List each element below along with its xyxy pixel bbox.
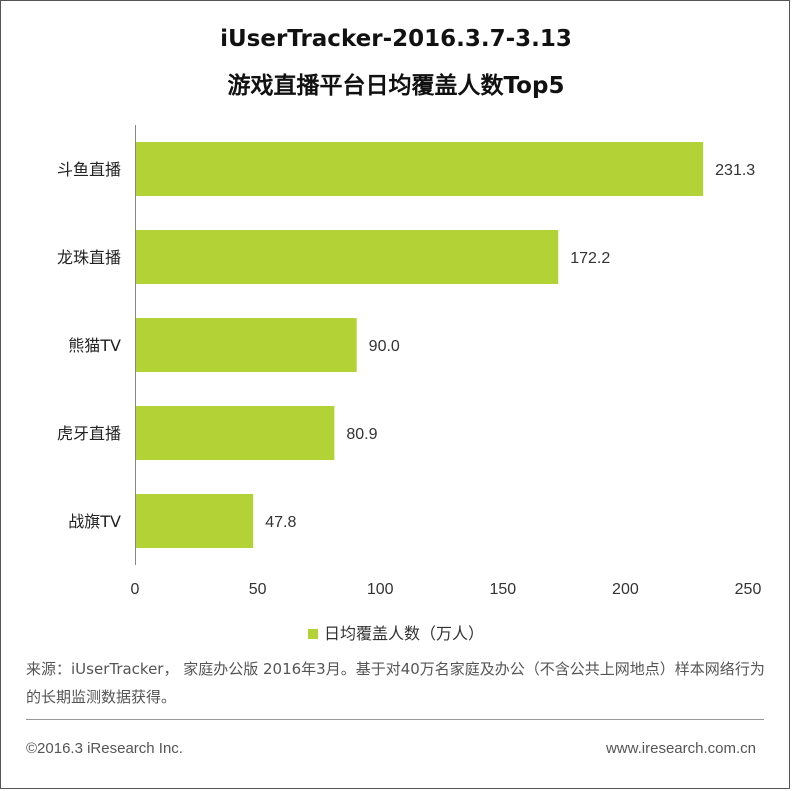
x-tick-label-0: 0 bbox=[131, 581, 140, 598]
x-tick-labels-group: 0 50 100 150 200 250 bbox=[131, 581, 762, 598]
category-label-0: 斗鱼直播 bbox=[57, 160, 121, 179]
value-label-2: 90.0 bbox=[369, 338, 400, 355]
legend: 日均覆盖人数（万人） bbox=[0, 620, 792, 644]
chart-title: iUserTracker-2016.3.7-3.13 bbox=[220, 26, 572, 52]
chart-subtitle: 游戏直播平台日均覆盖人数Top5 bbox=[227, 73, 565, 99]
website-link[interactable]: www.iresearch.com.cn bbox=[605, 740, 756, 757]
x-tick-label-3: 150 bbox=[489, 581, 516, 598]
category-label-2: 熊猫TV bbox=[68, 336, 121, 355]
bar-3 bbox=[136, 406, 335, 460]
bar-0 bbox=[136, 142, 704, 196]
value-label-1: 172.2 bbox=[570, 250, 610, 267]
legend-swatch bbox=[307, 628, 318, 639]
category-label-3: 虎牙直播 bbox=[57, 424, 121, 443]
x-tick-label-4: 200 bbox=[612, 581, 639, 598]
source-note: 来源：iUserTracker， 家庭办公版 2016年3月。基于对40万名家庭… bbox=[26, 660, 765, 706]
copyright-text: ©2016.3 iResearch Inc. bbox=[26, 740, 183, 757]
category-label-1: 龙珠直播 bbox=[57, 248, 121, 267]
x-tick-label-1: 50 bbox=[249, 581, 267, 598]
value-labels-group: 231.3 172.2 90.0 80.9 47.8 bbox=[265, 162, 755, 531]
value-label-4: 47.8 bbox=[265, 514, 296, 531]
bar-2 bbox=[136, 318, 357, 372]
bar-4 bbox=[136, 494, 254, 548]
footer-divider bbox=[26, 719, 764, 720]
value-label-3: 80.9 bbox=[346, 426, 377, 443]
category-label-4: 战旗TV bbox=[68, 512, 121, 531]
value-label-0: 231.3 bbox=[715, 162, 755, 179]
bars-group bbox=[136, 142, 704, 548]
x-tick-label-2: 100 bbox=[367, 581, 394, 598]
x-tick-label-5: 250 bbox=[735, 581, 762, 598]
legend-label: 日均覆盖人数（万人） bbox=[323, 624, 484, 643]
bar-1 bbox=[136, 230, 559, 284]
